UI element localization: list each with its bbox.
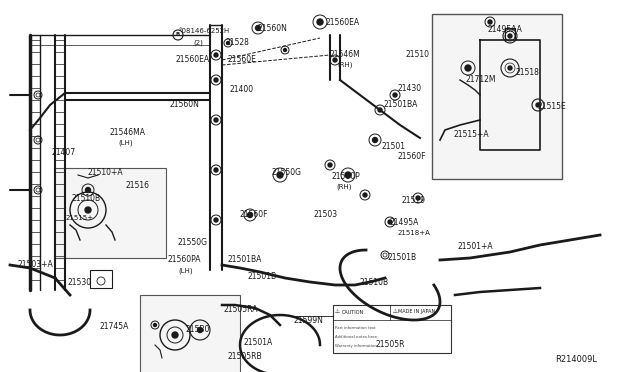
Circle shape xyxy=(372,138,378,142)
Circle shape xyxy=(488,20,492,24)
Circle shape xyxy=(198,327,202,333)
Circle shape xyxy=(255,26,260,31)
Text: 21515+A: 21515+A xyxy=(454,130,490,139)
Text: ⚠: ⚠ xyxy=(335,308,340,314)
Text: 21400: 21400 xyxy=(230,85,254,94)
Circle shape xyxy=(363,193,367,197)
Text: 21501+A: 21501+A xyxy=(458,242,493,251)
Bar xyxy=(90,270,112,288)
Circle shape xyxy=(214,218,218,222)
Circle shape xyxy=(416,196,420,200)
Text: 21560EA: 21560EA xyxy=(325,18,359,27)
Text: 21501: 21501 xyxy=(381,142,405,151)
Circle shape xyxy=(345,172,351,178)
Text: (RH): (RH) xyxy=(336,184,351,190)
Circle shape xyxy=(214,168,218,172)
Text: B: B xyxy=(176,32,180,38)
Text: (RH): (RH) xyxy=(337,62,353,68)
Text: 21560E: 21560E xyxy=(228,55,257,64)
Text: 21560N: 21560N xyxy=(170,100,200,109)
Text: Warranty information: Warranty information xyxy=(335,344,377,348)
Text: 21515E: 21515E xyxy=(538,102,567,111)
Bar xyxy=(54,168,166,258)
Circle shape xyxy=(284,48,287,51)
Text: 21407: 21407 xyxy=(52,148,76,157)
Circle shape xyxy=(378,108,382,112)
Text: 21495A: 21495A xyxy=(390,218,419,227)
Text: 21516: 21516 xyxy=(126,181,150,190)
Text: (2): (2) xyxy=(193,40,203,46)
Circle shape xyxy=(214,118,218,122)
Text: 215B0: 215B0 xyxy=(186,325,211,334)
Text: 21430: 21430 xyxy=(398,84,422,93)
Text: ⚠: ⚠ xyxy=(393,308,398,314)
Circle shape xyxy=(393,93,397,97)
Text: 21560F: 21560F xyxy=(398,152,426,161)
Circle shape xyxy=(86,187,90,192)
Circle shape xyxy=(328,163,332,167)
Text: 21510: 21510 xyxy=(405,50,429,59)
Text: 21501A: 21501A xyxy=(244,338,273,347)
Circle shape xyxy=(85,207,91,213)
Circle shape xyxy=(508,34,512,38)
Text: MADE IN JAPAN: MADE IN JAPAN xyxy=(398,310,435,314)
Circle shape xyxy=(508,66,512,70)
Text: CAUTION: CAUTION xyxy=(342,310,364,314)
Circle shape xyxy=(333,58,337,62)
Text: 21550G: 21550G xyxy=(178,238,208,247)
Circle shape xyxy=(154,324,157,327)
Text: Part information text: Part information text xyxy=(335,326,376,330)
Text: 21518: 21518 xyxy=(516,68,540,77)
Text: 21501B: 21501B xyxy=(388,253,417,262)
Bar xyxy=(140,295,240,372)
Text: 21560EA: 21560EA xyxy=(175,55,209,64)
Text: 21503: 21503 xyxy=(314,210,338,219)
Text: 21560PA: 21560PA xyxy=(168,255,202,264)
Bar xyxy=(432,14,562,179)
Text: 21505RA: 21505RA xyxy=(224,305,259,314)
Text: 21745A: 21745A xyxy=(100,322,129,331)
Text: 21495AA: 21495AA xyxy=(488,25,523,34)
Text: 21546M: 21546M xyxy=(330,50,361,59)
Text: °08146-6252H: °08146-6252H xyxy=(178,28,229,34)
Circle shape xyxy=(227,42,230,45)
Circle shape xyxy=(536,103,540,107)
Text: (LH): (LH) xyxy=(178,267,193,273)
Circle shape xyxy=(248,212,253,218)
Text: Additional notes here: Additional notes here xyxy=(335,335,377,339)
Text: 21550G: 21550G xyxy=(272,168,302,177)
Text: 21560F: 21560F xyxy=(240,210,269,219)
Text: 21546MA: 21546MA xyxy=(110,128,146,137)
Circle shape xyxy=(214,78,218,82)
Text: 21501B: 21501B xyxy=(248,272,277,281)
Text: 21515+: 21515+ xyxy=(66,215,94,221)
Text: 21560N: 21560N xyxy=(258,24,288,33)
Circle shape xyxy=(388,220,392,224)
Text: 21712M: 21712M xyxy=(465,75,495,84)
Text: 21560P: 21560P xyxy=(332,172,361,181)
Text: 21503+A: 21503+A xyxy=(18,260,54,269)
Circle shape xyxy=(214,53,218,57)
Text: 21519: 21519 xyxy=(402,196,426,205)
Text: (LH): (LH) xyxy=(118,140,132,147)
Text: 21518+A: 21518+A xyxy=(398,230,431,236)
Circle shape xyxy=(172,332,178,338)
Bar xyxy=(333,305,451,353)
Text: 21510+A: 21510+A xyxy=(88,168,124,177)
Text: 21530: 21530 xyxy=(68,278,92,287)
Text: 21505R: 21505R xyxy=(376,340,406,349)
Text: R214009L: R214009L xyxy=(555,355,597,364)
Circle shape xyxy=(465,65,471,71)
Text: 21510B: 21510B xyxy=(360,278,389,287)
Text: 21505RB: 21505RB xyxy=(228,352,262,361)
Text: 21599N: 21599N xyxy=(294,316,324,325)
Circle shape xyxy=(277,172,283,178)
Text: 21510B: 21510B xyxy=(72,194,101,203)
Text: 21501BA: 21501BA xyxy=(383,100,417,109)
Text: 21501BA: 21501BA xyxy=(228,255,262,264)
Circle shape xyxy=(317,19,323,25)
Text: 21528: 21528 xyxy=(225,38,249,47)
